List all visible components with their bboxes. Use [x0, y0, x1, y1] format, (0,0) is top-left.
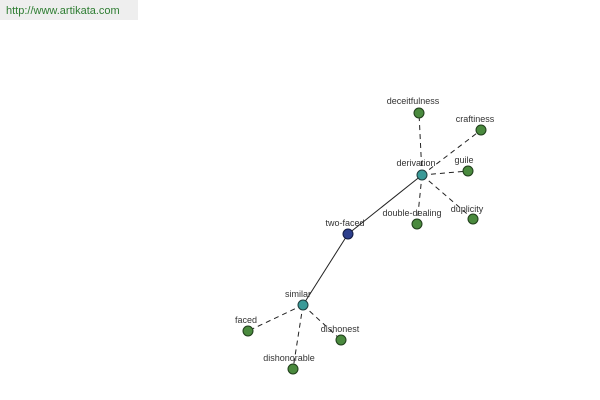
nodes — [242, 107, 487, 375]
node — [411, 218, 423, 230]
node — [475, 124, 487, 136]
node — [297, 299, 309, 311]
edge — [302, 304, 342, 341]
node — [335, 334, 347, 346]
edge — [302, 233, 349, 306]
node-label: double-dealing — [382, 208, 441, 218]
node-label: two-faced — [325, 218, 364, 228]
node-label: similar — [285, 289, 311, 299]
node — [467, 213, 479, 225]
edge — [247, 304, 304, 332]
url-banner — [0, 0, 138, 20]
edge — [292, 304, 304, 370]
node-label: dishonorable — [263, 353, 315, 363]
edges — [247, 112, 482, 370]
edge — [418, 112, 423, 176]
url: http://www.artikata.com — [6, 5, 120, 17]
node-label: dishonest — [321, 324, 360, 334]
node — [242, 325, 254, 337]
edge — [421, 170, 469, 176]
node-label: faced — [235, 315, 257, 325]
node-label: guile — [454, 155, 473, 165]
labels: two-faced derivation similar deceitfulne… — [235, 96, 495, 363]
node-label: craftiness — [456, 114, 495, 124]
node — [287, 363, 299, 375]
node-label: duplicity — [451, 204, 484, 214]
node — [462, 165, 474, 177]
node — [342, 228, 354, 240]
edge — [421, 174, 474, 220]
node — [416, 169, 428, 181]
node-label: derivation — [396, 158, 435, 168]
edge — [421, 129, 482, 176]
node-label: deceitfulness — [387, 96, 440, 106]
node — [413, 107, 425, 119]
edge — [347, 174, 423, 235]
